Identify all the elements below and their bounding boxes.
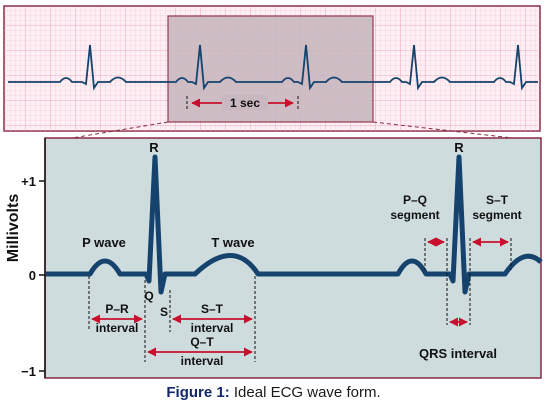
st-segment-label-2: segment (472, 208, 521, 222)
ecg-trace (46, 154, 543, 295)
q-label: Q (144, 289, 153, 303)
interval-guides (88, 238, 512, 362)
s-label: S (160, 305, 168, 319)
figure-caption: Figure 1: Ideal ECG wave form. (0, 384, 547, 401)
p-wave-label: P wave (82, 235, 126, 250)
figure-caption-prefix: Figure 1: (166, 384, 230, 401)
one-second-highlight (167, 15, 374, 123)
r-peak-label-1: R (149, 140, 159, 155)
figure-caption-text: Ideal ECG wave form. (229, 384, 381, 401)
y-tick-plus-one: +1 (21, 174, 36, 189)
st-segment-label: S–T (486, 193, 509, 207)
t-wave-label: T wave (211, 235, 254, 250)
y-tick-zero: 0 (29, 268, 36, 283)
one-second-label: 1 sec (230, 96, 260, 110)
st-interval-label-2: interval (191, 321, 234, 335)
ecg-strip: 1 sec (3, 5, 541, 132)
st-interval-label: S–T (201, 302, 224, 316)
qrs-interval-label: QRS interval (419, 346, 497, 361)
qt-interval-label: Q–T (190, 335, 214, 349)
pr-interval-label: P–R (105, 302, 129, 316)
pq-segment-label: P–Q (403, 193, 427, 207)
strip-trace (8, 44, 538, 91)
r-peak-label-2: R (454, 140, 464, 155)
qt-interval-label-2: interval (181, 354, 224, 368)
pr-interval-label-2: interval (96, 321, 139, 335)
y-axis-label: Millivolts (5, 194, 22, 263)
ecg-detail-panel: +1 0 −1 Millivolts R R P wave T wave Q (5, 137, 543, 379)
pq-segment-label-2: segment (390, 208, 439, 222)
y-tick-minus-one: −1 (21, 364, 36, 379)
